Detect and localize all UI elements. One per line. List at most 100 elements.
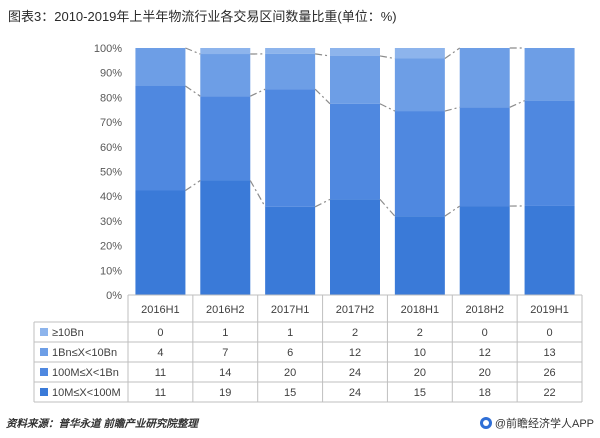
bar-segment <box>135 86 186 191</box>
y-tick-label: 10% <box>100 265 122 277</box>
x-category-label: 2017H1 <box>271 304 310 316</box>
bar-segment <box>135 190 186 295</box>
y-tick-label: 30% <box>100 216 122 228</box>
legend-swatch <box>40 328 48 336</box>
bar-segment <box>265 206 316 295</box>
data-table-value: 2 <box>417 327 423 339</box>
data-table-value: 20 <box>414 367 426 379</box>
footer: 资料来源：普华永道 前瞻产业研究院整理 @前瞻经济学人APP <box>0 410 600 438</box>
x-category-label: 2018H2 <box>465 304 504 316</box>
bar-segment <box>265 53 316 90</box>
bar-segment <box>330 55 380 104</box>
bar-segment <box>200 54 251 97</box>
data-table-value: 0 <box>482 327 488 339</box>
bar-segment <box>459 206 510 295</box>
y-tick-label: 40% <box>100 191 122 203</box>
series-connector-line <box>314 88 331 105</box>
data-table-value: 6 <box>287 347 293 359</box>
series-connector-line <box>379 55 395 60</box>
series-connector-line <box>185 85 201 97</box>
data-table-value: 12 <box>479 347 491 359</box>
data-table-value: 15 <box>284 387 296 399</box>
y-tick-label: 50% <box>100 167 122 179</box>
x-category-label: 2016H2 <box>206 304 245 316</box>
data-table-value: 22 <box>543 387 555 399</box>
bar-segment <box>200 180 251 295</box>
legend-label: ≥10Bn <box>52 327 84 339</box>
data-table-value: 26 <box>543 367 555 379</box>
bar-segment <box>394 216 445 295</box>
brand-logo-icon <box>479 417 492 429</box>
bar-segment <box>394 111 445 217</box>
data-table-value: 1 <box>222 327 228 339</box>
data-table-value: 13 <box>543 347 555 359</box>
series-connector-line <box>509 100 525 108</box>
data-table-value: 10 <box>414 347 426 359</box>
data-table-value: 12 <box>349 347 361 359</box>
bar-segment <box>524 100 575 206</box>
series-connector-line <box>379 103 396 112</box>
data-table-value: 20 <box>479 367 491 379</box>
data-table-value: 18 <box>479 387 491 399</box>
data-table-value: 11 <box>155 387 166 399</box>
bar-segment <box>524 205 575 295</box>
x-category-label: 2019H1 <box>530 304 569 316</box>
data-table-value: 24 <box>349 387 361 399</box>
x-category-label: 2018H1 <box>401 304 440 316</box>
series-connector-line <box>249 180 266 208</box>
bar-segment <box>135 48 186 86</box>
legend-swatch <box>40 388 48 396</box>
data-table-value: 7 <box>222 347 228 359</box>
bar-segment <box>200 96 251 181</box>
data-table-value: 24 <box>349 367 361 379</box>
bar-segment <box>200 48 251 55</box>
data-table-value: 19 <box>219 387 231 399</box>
x-category-label: 2017H2 <box>336 304 375 316</box>
series-connector-line <box>444 47 461 60</box>
series-connector-line <box>315 53 331 57</box>
bar-segment <box>459 107 510 207</box>
series-connector-line <box>444 106 460 112</box>
legend-label: 1Bn≤X<10Bn <box>52 347 117 359</box>
data-table-value: 0 <box>547 327 553 339</box>
chart-title: 图表3：2010-2019年上半年物流行业各交易区间数量比重(单位：%) <box>8 9 397 24</box>
y-tick-label: 70% <box>100 117 122 129</box>
data-table-value: 11 <box>155 367 166 379</box>
stacked-bar-chart: 0% 10% 20% 30% 40% 50% 60% 70% 80% 90% 100% 2016H1 2… <box>33 43 583 403</box>
data-table-value: 15 <box>414 387 426 399</box>
data-table-value: 1 <box>287 327 293 339</box>
legend-swatch <box>40 348 48 356</box>
bar-segment <box>394 58 445 112</box>
data-table-value: 0 <box>157 327 163 339</box>
brand-mark: @前瞻经济学人APP <box>479 415 594 431</box>
bar-segment <box>330 48 380 56</box>
brand-text: @前瞻经济学人APP <box>494 418 594 430</box>
series-connector-line <box>185 180 201 191</box>
legend-swatch <box>40 368 48 376</box>
data-table-value: 20 <box>284 367 296 379</box>
y-tick-label: 0% <box>106 290 122 302</box>
y-tick-label: 80% <box>100 92 122 104</box>
bar-segment <box>524 48 575 101</box>
bar-segment <box>330 103 380 200</box>
source-note: 资料来源：普华永道 前瞻产业研究院整理 <box>6 418 198 430</box>
series-connector-line <box>379 198 396 217</box>
data-table-value: 14 <box>219 367 231 379</box>
series-connector-line <box>314 198 331 208</box>
series-connector-line <box>444 205 461 217</box>
bar-segment <box>265 48 316 54</box>
series-connector-line <box>185 47 201 55</box>
legend-label: 100M≤X<1Bn <box>52 367 119 379</box>
data-table-value: 4 <box>157 347 163 359</box>
bar-segment <box>330 199 380 295</box>
y-tick-label: 90% <box>100 68 122 80</box>
data-table-value: 2 <box>352 327 358 339</box>
legend-label: 10M≤X<100M <box>52 387 121 399</box>
x-category-label: 2016H1 <box>141 304 180 316</box>
y-tick-label: 100% <box>94 43 122 55</box>
y-tick-label: 20% <box>100 241 122 253</box>
bar-segment <box>265 89 316 207</box>
bar-segment <box>459 48 510 108</box>
bar-segment <box>394 48 445 59</box>
y-tick-label: 60% <box>100 142 122 154</box>
